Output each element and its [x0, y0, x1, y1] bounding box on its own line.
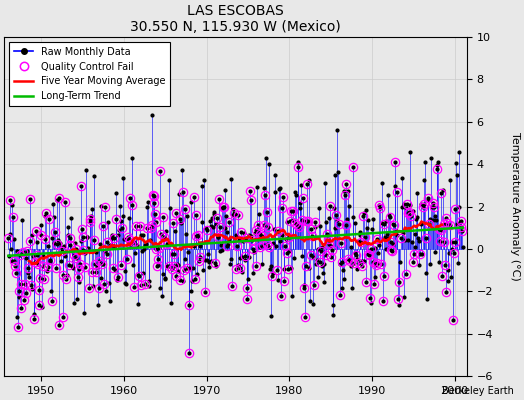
Legend: Raw Monthly Data, Quality Control Fail, Five Year Moving Average, Long-Term Tren: Raw Monthly Data, Quality Control Fail, … — [9, 42, 170, 106]
Y-axis label: Temperature Anomaly (°C): Temperature Anomaly (°C) — [510, 132, 520, 281]
Title: LAS ESCOBAS
30.550 N, 115.930 W (Mexico): LAS ESCOBAS 30.550 N, 115.930 W (Mexico) — [130, 4, 341, 34]
Text: Berkeley Earth: Berkeley Earth — [442, 386, 514, 396]
